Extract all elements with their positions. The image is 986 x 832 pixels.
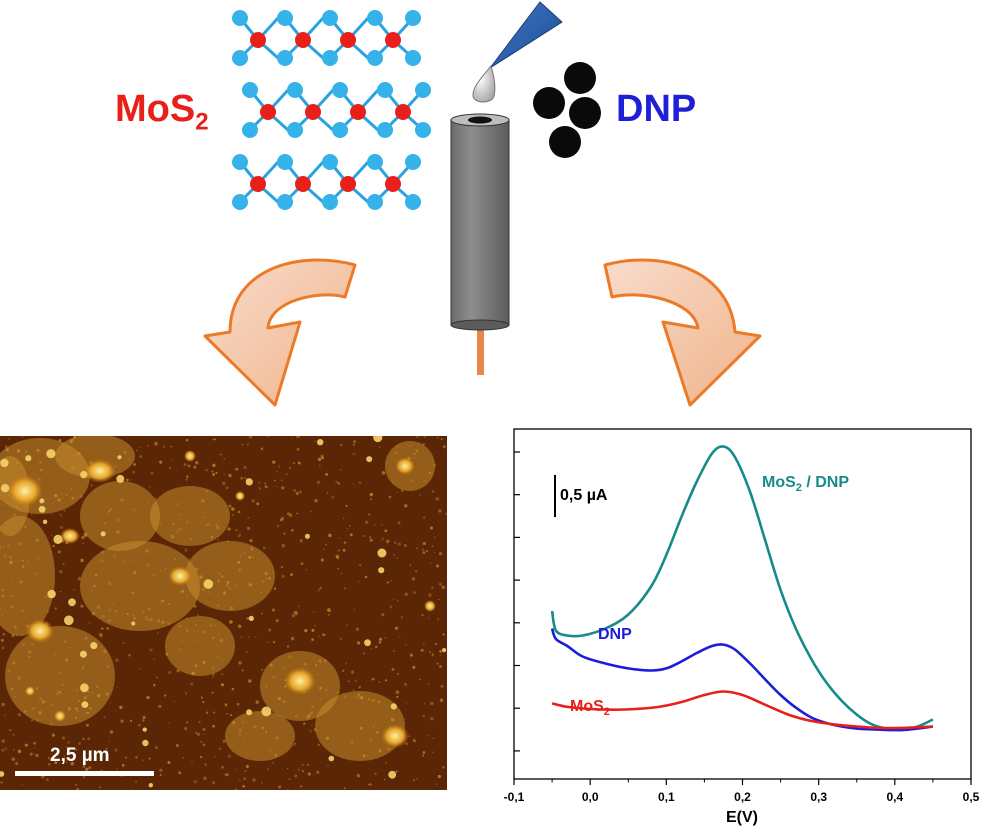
x-tick-label: -0,1	[504, 790, 525, 804]
electrode-wire	[477, 320, 484, 375]
mos2-layer	[242, 82, 431, 138]
mos2-layer	[232, 10, 421, 66]
series-line-0	[550, 445, 934, 732]
droplet	[472, 64, 496, 103]
electrode-body	[450, 119, 510, 326]
x-tick-label: 0,4	[886, 790, 903, 804]
x-tick-label: 0,3	[810, 790, 827, 804]
x-axis-label: E(V)	[726, 809, 758, 826]
electrode	[450, 113, 510, 375]
mos2-layer	[232, 154, 421, 210]
series-line-1	[550, 628, 934, 732]
x-tick-label: 0,1	[658, 790, 675, 804]
series-label-mos2: MoS2	[570, 698, 610, 718]
current-scale-label: 0,5 µA	[560, 487, 608, 504]
series-line-2	[551, 690, 933, 730]
plot-frame	[513, 428, 972, 780]
mos2-structure	[232, 10, 431, 210]
scale-bar	[15, 771, 154, 776]
pipette-dropper	[472, 1, 563, 103]
voltammogram-chart: -0,1 0,0 0,1 0,2 0,3 0,4 0,5 0,5 µA MoS2 / DNP…	[504, 428, 980, 826]
electrode-disk	[468, 116, 492, 124]
x-tick-label: 0,5	[963, 790, 980, 804]
x-axis-ticks: -0,1 0,0 0,1 0,2 0,3 0,4 0,5	[504, 779, 980, 804]
series-label-mos2-dnp: MoS2 / DNP	[762, 474, 849, 494]
afm-micrograph	[0, 436, 447, 790]
scale-bar-label: 2,5 µm	[50, 745, 110, 766]
dnp-particles	[533, 62, 601, 158]
x-tick-label: 0,2	[734, 790, 751, 804]
series-label-dnp: DNP	[598, 626, 632, 643]
y-axis-ticks	[514, 451, 520, 752]
mos2-label-main: MoS	[115, 88, 196, 130]
schematic-illustration	[203, 1, 762, 407]
mos2-label: MoS2	[115, 88, 209, 137]
left-curved-arrow	[203, 258, 357, 407]
dnp-label: DNP	[616, 88, 697, 130]
right-curved-arrow	[603, 258, 762, 407]
mos2-label-sub: 2	[195, 108, 209, 136]
x-tick-label: 0,0	[582, 790, 599, 804]
